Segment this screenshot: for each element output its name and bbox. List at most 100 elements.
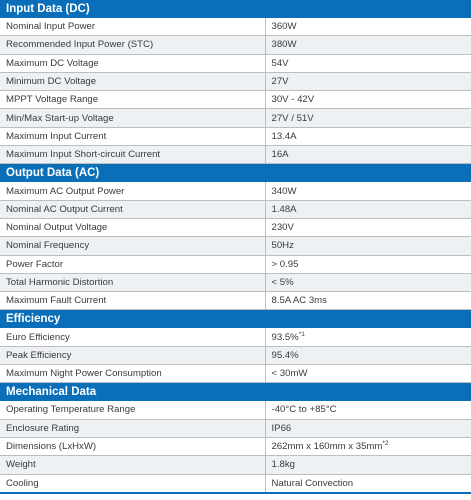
- spec-value: 1.8kg: [271, 459, 295, 471]
- spec-label: Weight: [0, 455, 266, 475]
- spec-value: 340W: [271, 185, 297, 197]
- spec-label: Maximum Fault Current: [0, 291, 266, 311]
- spec-label: Euro Efficiency: [0, 327, 266, 347]
- spec-value-cell: 16A: [265, 145, 471, 165]
- spec-value: 230V: [271, 222, 294, 234]
- spec-value: 93.5%: [271, 331, 299, 343]
- section-header: Input Data (DC): [0, 0, 471, 18]
- spec-value: 380W: [271, 39, 297, 51]
- table-row: Nominal Input Power 360W: [0, 17, 471, 37]
- table-row: Peak Efficiency 95.4%: [0, 346, 471, 366]
- spec-label: Min/Max Start-up Voltage: [0, 108, 266, 128]
- spec-value-cell: > 0.95: [265, 255, 471, 274]
- spec-value: 262mm x 160mm x 35mm: [271, 441, 383, 453]
- spec-value-cell: 360W: [265, 17, 471, 37]
- spec-value-cell: 93.5%*1: [265, 327, 471, 347]
- table-row: Operating Temperature Range -40°C to +85°…: [0, 400, 471, 420]
- spec-value-cell: 230V: [265, 218, 471, 238]
- spec-value-cell: 13.4A: [265, 127, 471, 147]
- spec-value-cell: 27V / 51V: [265, 108, 471, 128]
- table-row: Total Harmonic Distortion < 5%: [0, 273, 471, 293]
- table-row: Maximum DC Voltage 54V: [0, 54, 471, 73]
- spec-value-cell: 262mm x 160mm x 35mm*2: [265, 437, 471, 457]
- table-row: Maximum AC Output Power 340W: [0, 181, 471, 201]
- table-row: Minimum DC Voltage 27V: [0, 72, 471, 92]
- spec-value: 54V: [271, 57, 289, 69]
- spec-label: Minimum DC Voltage: [0, 72, 266, 92]
- spec-value: Natural Convection: [271, 477, 354, 489]
- spec-label: Cooling: [0, 474, 266, 494]
- spec-label: Dimensions (LxHxW): [0, 437, 266, 457]
- spec-value-cell: 27V: [265, 72, 471, 92]
- spec-label: Nominal Input Power: [0, 17, 266, 37]
- footnote-mark: *2: [382, 439, 389, 447]
- table-row: Dimensions (LxHxW) 262mm x 160mm x 35mm*2: [0, 437, 471, 457]
- table-row: Weight 1.8kg: [0, 455, 471, 475]
- spec-label: Nominal AC Output Current: [0, 200, 266, 219]
- spec-label: Total Harmonic Distortion: [0, 273, 266, 293]
- spec-value: 50Hz: [271, 240, 294, 252]
- spec-label: Maximum Input Short-circuit Current: [0, 145, 266, 165]
- table-row: Nominal Output Voltage 230V: [0, 218, 471, 238]
- spec-value: < 30mW: [271, 368, 308, 380]
- spec-value-cell: 95.4%: [265, 346, 471, 366]
- table-row: Nominal Frequency 50Hz: [0, 236, 471, 256]
- spec-value-cell: < 30mW: [265, 364, 471, 384]
- table-row: Cooling Natural Convection: [0, 474, 471, 494]
- spec-value: 13.4A: [271, 130, 297, 142]
- spec-label: Maximum AC Output Power: [0, 181, 266, 201]
- spec-value-cell: Natural Convection: [265, 474, 471, 494]
- table-row: Maximum Night Power Consumption < 30mW: [0, 364, 471, 384]
- spec-value: 8.5A AC 3ms: [271, 295, 327, 307]
- spec-value: IP66: [271, 422, 292, 434]
- table-row: MPPT Voltage Range 30V - 42V: [0, 90, 471, 110]
- spec-value-cell: -40°C to +85°C: [265, 400, 471, 420]
- table-row: Maximum Fault Current 8.5A AC 3ms: [0, 291, 471, 311]
- table-row: Nominal AC Output Current 1.48A: [0, 200, 471, 219]
- spec-value: 16A: [271, 149, 289, 161]
- spec-label: Enclosure Rating: [0, 419, 266, 438]
- spec-label: Power Factor: [0, 255, 266, 274]
- table-row: Maximum Input Current 13.4A: [0, 127, 471, 147]
- spec-value-cell: 8.5A AC 3ms: [265, 291, 471, 311]
- spec-value-cell: 380W: [265, 35, 471, 55]
- section-title: Input Data (DC): [0, 0, 471, 18]
- table-row: Min/Max Start-up Voltage 27V / 51V: [0, 108, 471, 128]
- spec-value-cell: 1.8kg: [265, 455, 471, 475]
- spec-value-cell: < 5%: [265, 273, 471, 293]
- table-row: Maximum Input Short-circuit Current 16A: [0, 145, 471, 165]
- spec-value: < 5%: [271, 277, 294, 288]
- footnote-mark: *1: [298, 330, 305, 338]
- spec-value-cell: 50Hz: [265, 236, 471, 256]
- spec-label: Maximum Night Power Consumption: [0, 364, 266, 384]
- spec-value-cell: 54V: [265, 54, 471, 73]
- spec-label: Peak Efficiency: [0, 346, 266, 366]
- spec-value: 360W: [271, 21, 297, 33]
- spec-label: Maximum DC Voltage: [0, 54, 266, 73]
- spec-label: Operating Temperature Range: [0, 400, 266, 420]
- section-title: Efficiency: [0, 309, 471, 329]
- spec-value: 27V: [271, 76, 289, 88]
- spec-value: 27V / 51V: [271, 112, 314, 124]
- spec-value-cell: IP66: [265, 419, 471, 438]
- spec-value-cell: 1.48A: [265, 200, 471, 219]
- spec-label: Maximum Input Current: [0, 127, 266, 147]
- section-title: Output Data (AC): [0, 163, 471, 183]
- spec-value-cell: 30V - 42V: [265, 90, 471, 110]
- section-title: Mechanical Data: [0, 382, 471, 402]
- table-row: Power Factor > 0.95: [0, 255, 471, 274]
- spec-label: Nominal Output Voltage: [0, 218, 266, 238]
- spec-label: MPPT Voltage Range: [0, 90, 266, 110]
- section-header: Efficiency: [0, 309, 471, 329]
- spec-value: > 0.95: [271, 258, 299, 270]
- table-row: Enclosure Rating IP66: [0, 419, 471, 438]
- spec-value: 30V - 42V: [271, 94, 315, 106]
- section-header: Mechanical Data: [0, 382, 471, 402]
- spec-value: 95.4%: [271, 349, 299, 361]
- spec-label: Recommended Input Power (STC): [0, 35, 266, 55]
- section-header: Output Data (AC): [0, 163, 471, 183]
- table-row: Recommended Input Power (STC) 380W: [0, 35, 471, 55]
- spec-value: 1.48A: [271, 203, 297, 215]
